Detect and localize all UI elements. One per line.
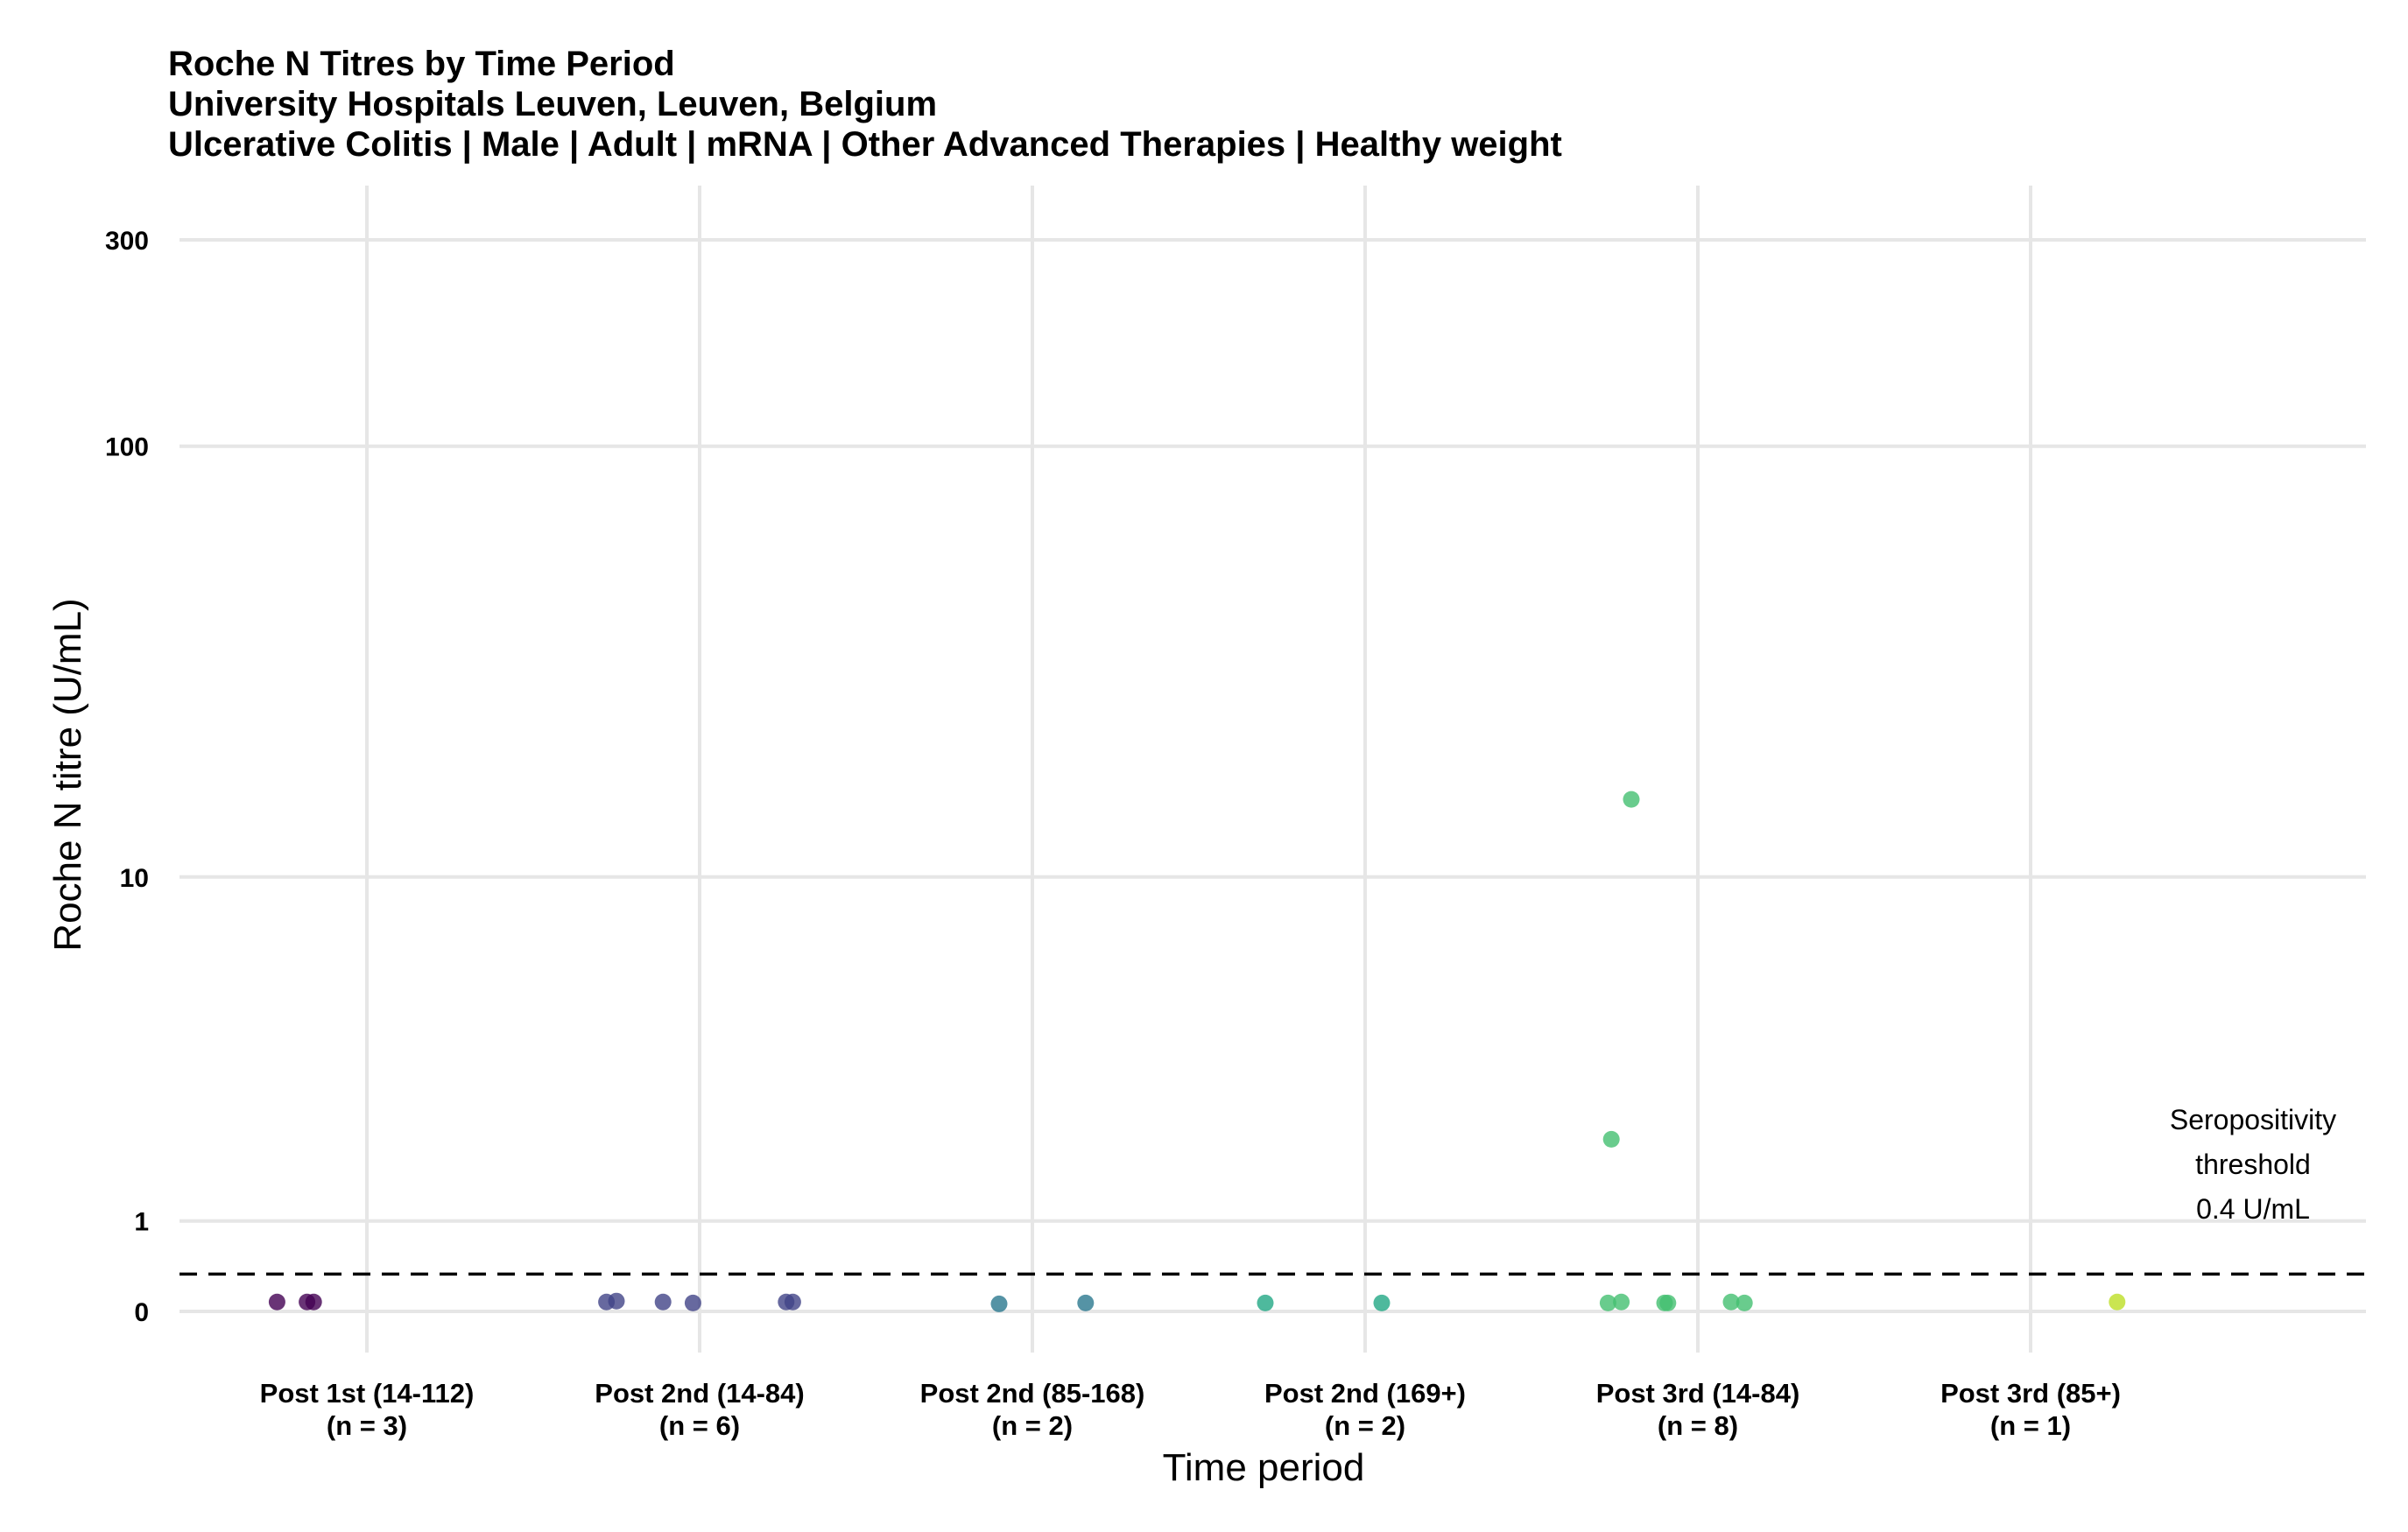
x-tick-label: Post 3rd (85+) — [1940, 1378, 2121, 1409]
x-tick-label: Post 2nd (85-168) — [920, 1378, 1145, 1409]
threshold-label-line: Seropositivity — [2170, 1104, 2336, 1135]
data-point — [784, 1293, 801, 1311]
data-point — [268, 1293, 285, 1311]
y-axis-title: Roche N titre (U/mL) — [46, 598, 89, 951]
data-point — [1602, 1130, 1620, 1148]
y-tick-label: 0 — [134, 1298, 149, 1327]
data-point — [1659, 1294, 1677, 1311]
x-tick-count-label: (n = 1) — [1990, 1410, 2071, 1441]
y-tick-label: 300 — [105, 227, 149, 256]
data-point — [1257, 1294, 1274, 1311]
chart-subtitle-cohort: Ulcerative Colitis | Male | Adult | mRNA… — [168, 125, 1562, 164]
x-axis-ticks: Post 1st (14-112)(n = 3) Post 2nd (14-84)… — [260, 1378, 2121, 1441]
data-point — [1373, 1294, 1391, 1311]
chart-title: Roche N Titres by Time Period — [168, 45, 675, 83]
data-point — [305, 1293, 322, 1311]
x-tick-count-label: (n = 3) — [327, 1410, 407, 1441]
data-point — [684, 1294, 701, 1311]
chart-subtitle-location: University Hospitals Leuven, Leuven, Bel… — [168, 85, 938, 123]
x-tick-count-label: (n = 2) — [1325, 1410, 1405, 1441]
data-point — [1722, 1293, 1740, 1311]
x-tick-count-label: (n = 6) — [659, 1410, 740, 1441]
data-point — [1077, 1294, 1095, 1311]
data-points — [268, 791, 2126, 1312]
data-point — [1736, 1294, 1753, 1311]
data-point — [1599, 1294, 1616, 1311]
data-point — [2109, 1293, 2126, 1311]
data-point — [1623, 791, 1640, 808]
data-point — [608, 1292, 625, 1310]
threshold-label-line: threshold — [2195, 1149, 2311, 1180]
threshold-annotation: Seropositivity threshold 0.4 U/mL — [2170, 1104, 2336, 1225]
threshold-label-line: 0.4 U/mL — [2196, 1193, 2310, 1225]
y-tick-label: 100 — [105, 433, 149, 462]
x-tick-count-label: (n = 2) — [992, 1410, 1073, 1441]
x-tick-label: Post 2nd (169+) — [1264, 1378, 1466, 1409]
chart-titles: Roche N Titres by Time Period University… — [168, 44, 1562, 165]
x-tick-label: Post 1st (14-112) — [260, 1378, 475, 1409]
data-point — [990, 1295, 1008, 1312]
y-axis-ticks: 0 1 10 100 300 — [105, 227, 149, 1327]
x-tick-label: Post 2nd (14-84) — [595, 1378, 804, 1409]
x-axis-title: Time period — [1163, 1446, 1365, 1489]
grid-lines — [180, 186, 2366, 1353]
y-tick-label: 1 — [134, 1208, 149, 1237]
x-tick-label: Post 3rd (14-84) — [1596, 1378, 1800, 1409]
data-point — [1613, 1293, 1630, 1311]
x-tick-count-label: (n = 8) — [1658, 1410, 1738, 1441]
y-tick-label: 10 — [120, 864, 149, 893]
data-point — [654, 1293, 672, 1311]
